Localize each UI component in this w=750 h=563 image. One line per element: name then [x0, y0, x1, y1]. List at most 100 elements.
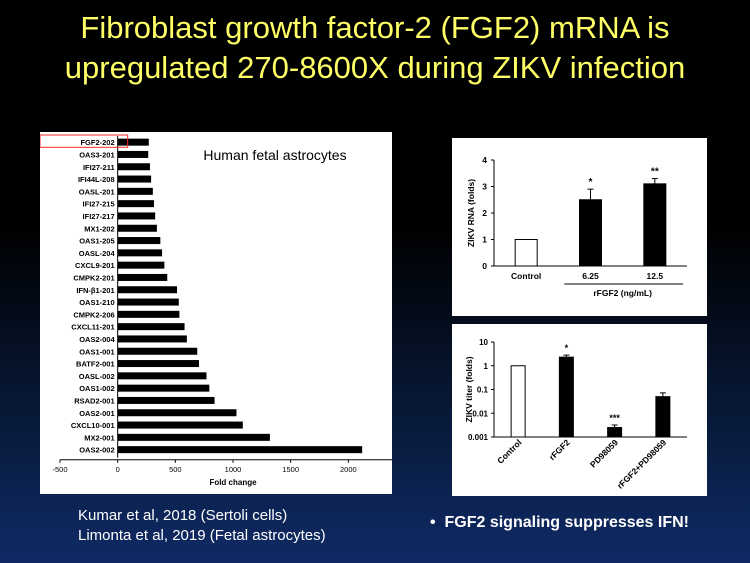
bar-cmpk2-206: [117, 310, 180, 318]
bar-mx2-001: [117, 433, 270, 441]
category-label: IFI27-217: [83, 212, 115, 221]
bar-oas3-201: [117, 150, 149, 158]
category-label: CXCL11-201: [71, 323, 114, 332]
highlight-box: [40, 134, 129, 148]
x-tick-label: 0: [116, 465, 120, 474]
y-tick-label: 3: [482, 182, 487, 192]
x-tick-label: rFGF2: [547, 437, 572, 462]
x-tick-label: Control: [511, 271, 541, 281]
reference-2: Limonta et al, 2019 (Fetal astrocytes): [78, 527, 326, 544]
category-label: RSAD2-001: [74, 396, 114, 405]
category-label: FGF2-202: [80, 138, 114, 147]
category-label: OASL-201: [79, 187, 115, 196]
y-tick-label: 10: [479, 338, 488, 347]
bar-control: [510, 365, 526, 438]
bar-cxcl9-201: [117, 261, 165, 269]
fold-change-chart: FGF2-202 OAS3-201 IFI27-211 IFI44L-208 OASL-…: [40, 134, 392, 487]
y-tick-label: 1: [482, 235, 487, 245]
bar-oas1-205: [117, 237, 161, 245]
category-label: CMPK2-201: [73, 273, 114, 282]
category-label: IFN-β1-201: [76, 286, 114, 295]
bar-batf2-001: [117, 360, 199, 368]
x-tick-label: 6.25: [582, 271, 599, 281]
bar-mx1-202: [117, 224, 157, 232]
category-label: IFI27-211: [83, 163, 115, 172]
bar-oas1-002: [117, 384, 210, 392]
bar-oas2-004: [117, 335, 187, 343]
category-label: OAS1-001: [79, 347, 114, 356]
y-tick-label: 2: [482, 208, 487, 218]
bar-cxcl10-001: [117, 421, 243, 429]
category-label: OAS2-004: [79, 335, 115, 344]
y-tick-label: 1: [484, 362, 489, 371]
bar-oas2-001: [117, 409, 237, 417]
x-tick-label: -500: [52, 465, 67, 474]
significance-mark: *: [565, 343, 569, 353]
bar-Control: [514, 239, 538, 267]
bar-oas1-210: [117, 298, 179, 306]
significance-mark: ***: [609, 413, 620, 423]
significance-mark: *: [589, 177, 593, 188]
bullet-text: FGF2 signaling suppresses IFN!: [444, 514, 690, 531]
category-label: MX2-001: [84, 433, 114, 442]
bar-rsad2-001: [117, 396, 215, 404]
y-axis-title: ZIKV titer (folds): [464, 356, 474, 422]
y-tick-label: 0.001: [468, 433, 489, 442]
zikv-rna-chart: 0 1 2 3 4 Control * 6.25 ** 12.5 rFGF2 (ng/mL) ZIKV…: [466, 155, 687, 298]
references: Kumar et al, 2018 (Sertoli cells) Limont…: [78, 506, 326, 546]
y-tick-label: 0.01: [472, 409, 488, 418]
title-line-1: Fibroblast growth factor-2 (FGF2) mRNA i…: [80, 10, 670, 45]
x-tick-label: 1000: [225, 465, 242, 474]
x-tick-label: 500: [169, 465, 182, 474]
x-tick-label: 12.5: [647, 271, 664, 281]
category-label: OAS1-002: [79, 384, 114, 393]
bar-ifi27-217: [117, 212, 156, 220]
bar-rfgf2: [558, 356, 574, 438]
bar-pd98059: [607, 427, 623, 438]
bar-fgf2-202: [117, 138, 149, 146]
y-tick-label: 0.1: [477, 386, 489, 395]
chart-annotation: Human fetal astrocytes: [203, 147, 346, 163]
bar-oas2-002: [117, 446, 363, 454]
x-tick-label: Control: [495, 437, 523, 465]
category-label: IFI44L-208: [78, 175, 115, 184]
category-label: CXCL10-001: [71, 421, 115, 430]
x-axis-title: rFGF2 (ng/mL): [593, 288, 652, 298]
category-label: OAS2-001: [79, 409, 114, 418]
bar-cxcl11-201: [117, 323, 185, 331]
category-label: CMPK2-206: [73, 310, 114, 319]
category-label: IFI27-215: [83, 200, 115, 209]
bar-rfgf2+pd98059: [655, 396, 671, 438]
bar-ifi27-211: [117, 163, 150, 171]
bar-12.5: [643, 183, 667, 267]
category-label: MX1-202: [84, 224, 114, 233]
zikv-rna-chart-panel: 0 1 2 3 4 Control * 6.25 ** 12.5 rFGF2 (ng/mL) ZIKV…: [452, 138, 707, 316]
category-label: OAS1-210: [79, 298, 114, 307]
bar-ifi27-215: [117, 200, 154, 208]
category-label: OAS3-201: [79, 150, 114, 159]
significance-mark: **: [651, 167, 659, 178]
bar-oasl-201: [117, 187, 153, 195]
y-tick-label: 4: [482, 155, 487, 165]
category-label: OAS2-002: [79, 446, 114, 455]
x-tick-label: 2000: [340, 465, 357, 474]
bar-6.25: [579, 199, 602, 267]
y-axis-title: ZIKV RNA (folds): [466, 179, 476, 247]
bar-ifn-β1-201: [117, 286, 178, 294]
category-label: CXCL9-201: [75, 261, 115, 270]
bar-oasl-002: [117, 372, 207, 380]
x-tick-label: 1500: [282, 465, 299, 474]
zikv-titer-chart-panel: 0.001 0.01 0.1 1 10 Control * rFGF2 *** PD98059 rF…: [452, 324, 707, 496]
bullet-marker: •: [430, 514, 436, 531]
slide-title: Fibroblast growth factor-2 (FGF2) mRNA i…: [0, 8, 750, 88]
x-tick-label: rFGF2+PD98059: [615, 437, 669, 491]
reference-1: Kumar et al, 2018 (Sertoli cells): [78, 507, 288, 524]
category-label: OASL-002: [79, 372, 115, 381]
bar-oasl-204: [117, 249, 163, 257]
x-axis-title: Fold change: [209, 478, 257, 487]
x-tick-label: PD98059: [588, 437, 620, 469]
bar-cmpk2-201: [117, 273, 168, 281]
bar-ifi44l-208: [117, 175, 152, 183]
zikv-titer-chart: 0.001 0.01 0.1 1 10 Control * rFGF2 *** PD98059rF…: [464, 338, 687, 491]
bullet-point: • FGF2 signaling suppresses IFN!: [430, 514, 689, 532]
